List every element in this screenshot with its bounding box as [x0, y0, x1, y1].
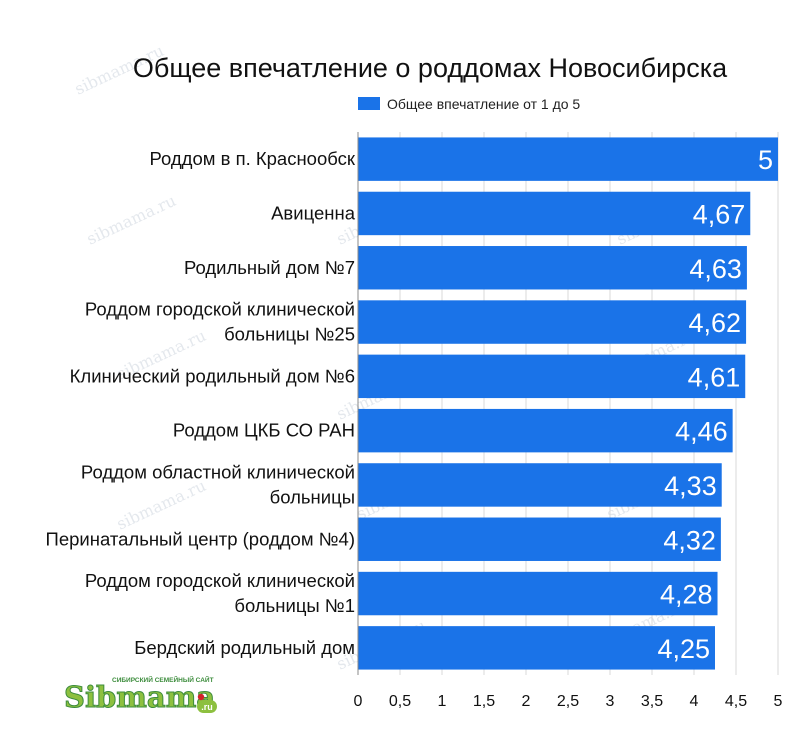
bar — [358, 137, 778, 181]
watermark: sibmama.ru — [84, 191, 179, 249]
bar — [358, 517, 721, 561]
data-label: 4,33 — [664, 471, 717, 501]
category-label: Клинический родильный дом №6 — [70, 365, 355, 386]
watermark: sibmama.ru — [114, 476, 209, 534]
data-label: 4,61 — [688, 362, 741, 392]
x-tick-label: 3 — [606, 693, 615, 710]
x-tick-label: 1,5 — [473, 693, 495, 710]
category-label: больницы №1 — [234, 595, 355, 616]
data-label: 4,25 — [657, 634, 710, 664]
category-label: Роддом городской клинической — [85, 570, 355, 591]
x-tick-label: 1 — [438, 693, 447, 710]
x-tick-label: 2,5 — [557, 693, 579, 710]
chart-title: Общее впечатление о роддомах Новосибирск… — [133, 53, 728, 83]
category-label: Роддом городской клинической — [85, 299, 355, 320]
legend: Общее впечатление от 1 до 5 — [358, 96, 580, 112]
bar — [358, 354, 746, 399]
x-tick-label: 4,5 — [725, 693, 747, 710]
category-label: Родильный дом №7 — [184, 257, 355, 278]
data-label: 4,63 — [689, 254, 742, 284]
legend-swatch — [358, 97, 380, 110]
category-labels: Роддом в п. Краснообск Авиценна Родильный … — [46, 148, 356, 658]
logo-dot — [197, 693, 205, 701]
data-label: 5 — [758, 145, 773, 175]
category-label: Роддом ЦКБ СО РАН — [173, 420, 355, 441]
category-label: Перинатальный центр (роддом №4) — [46, 528, 355, 549]
category-label: Бердский родильный дом — [134, 637, 355, 658]
x-tick-label: 5 — [774, 693, 783, 710]
data-label: 4,28 — [660, 580, 713, 610]
category-label: Роддом областной клинической — [81, 461, 355, 482]
category-label: Авиценна — [271, 202, 356, 223]
category-label: больницы №25 — [224, 324, 355, 345]
bar — [358, 300, 747, 344]
x-tick-label: 0,5 — [389, 693, 411, 710]
x-tick-labels: 0 0,5 1 1,5 2 2,5 3 3,5 4 4,5 5 — [354, 693, 783, 710]
logo-suffix: .ru — [201, 702, 213, 712]
data-label: 4,62 — [689, 308, 742, 338]
sibmama-logo: СИБИРСКИЙ СЕМЕЙНЫЙ САЙТ Sibmama .ru — [64, 675, 217, 715]
x-tick-label: 2 — [522, 693, 531, 710]
x-tick-label: 0 — [354, 693, 363, 710]
category-label: Роддом в п. Краснообск — [149, 148, 355, 169]
bar — [358, 191, 751, 236]
data-label: 4,67 — [693, 199, 746, 229]
bars — [358, 137, 778, 670]
logo-wordmark: Sibmama — [64, 680, 215, 714]
bar — [358, 626, 715, 670]
x-tick-label: 3,5 — [641, 693, 663, 710]
legend-entry: Общее впечатление от 1 до 5 — [387, 96, 580, 112]
bar — [358, 571, 718, 616]
x-tick-label: 4 — [690, 693, 699, 710]
category-label: больницы — [270, 486, 355, 507]
bar — [358, 246, 747, 290]
logo-tagline: СИБИРСКИЙ СЕМЕЙНЫЙ САЙТ — [112, 675, 214, 684]
logo-badge — [197, 700, 217, 713]
bar — [358, 408, 733, 453]
data-label: 4,32 — [663, 525, 716, 555]
value-labels: 5 4,67 4,63 4,62 4,61 4,46 4,33 4,32 4,28 4,25 — [657, 145, 773, 664]
data-label: 4,46 — [675, 417, 728, 447]
bar — [358, 463, 722, 507]
